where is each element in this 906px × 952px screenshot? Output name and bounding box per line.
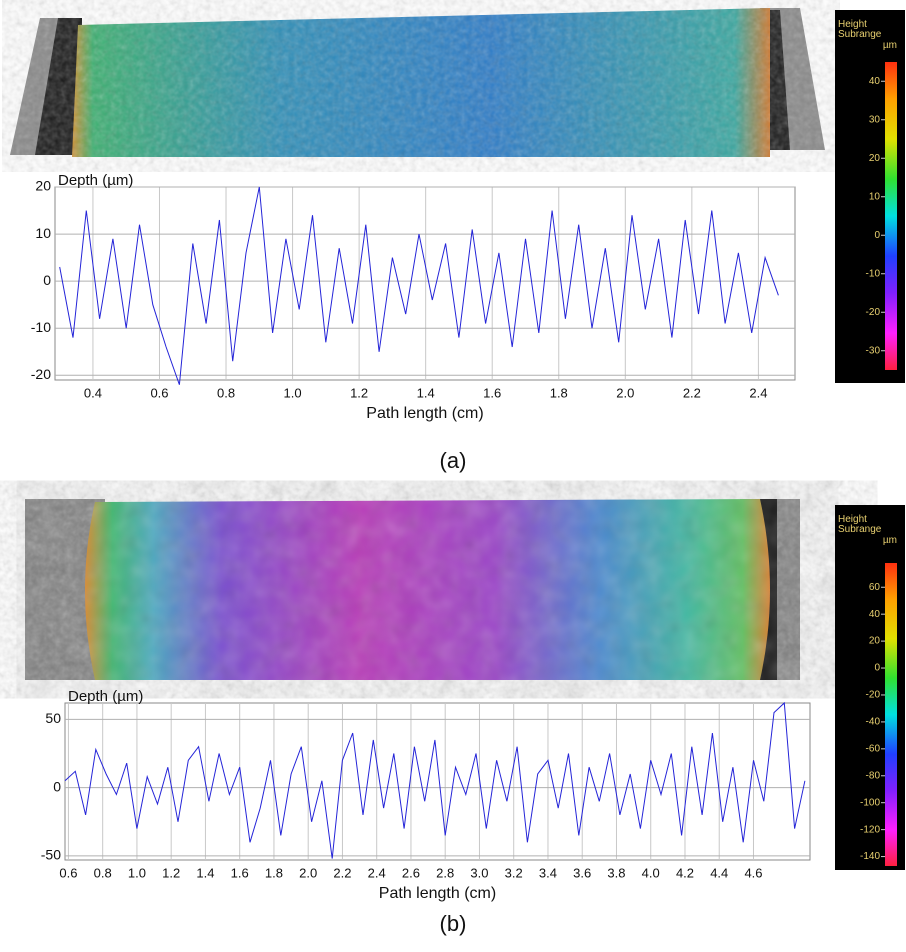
y-tick-label: -10 xyxy=(31,319,51,335)
colorbar-tick-label: 40 xyxy=(869,609,881,620)
colorbar-tick-label: 10 xyxy=(869,191,881,202)
x-tick-label: 2.0 xyxy=(299,865,317,880)
x-tick-label: 3.4 xyxy=(539,865,557,880)
x-tick-label: 4.2 xyxy=(676,865,694,880)
colorbar-tick-label: -40 xyxy=(866,717,881,728)
y-tick-label: 10 xyxy=(35,225,51,241)
x-tick-label: 0.8 xyxy=(94,865,112,880)
x-tick-label: 2.6 xyxy=(402,865,420,880)
colorbar-tick-label: 60 xyxy=(869,582,881,593)
colorbar-tick-label: 30 xyxy=(869,114,881,125)
colorbar-tick-label: -20 xyxy=(866,690,881,701)
colorbar-tick-label: 20 xyxy=(869,153,881,164)
x-tick-label: 0.6 xyxy=(150,385,168,400)
x-tick-label: 2.4 xyxy=(749,385,767,400)
colorbar-title: Height Subrange xyxy=(838,19,882,40)
colorbar-tick-label: 0 xyxy=(874,663,880,674)
x-tick-label: 1.6 xyxy=(483,385,501,400)
colorbar-tick-label: -80 xyxy=(866,770,881,781)
x-tick-label: 0.6 xyxy=(59,865,77,880)
x-tick-label: 2.8 xyxy=(436,865,454,880)
colorbar-tick-label: 20 xyxy=(869,636,881,647)
x-axis-label: Path length (cm) xyxy=(366,405,483,422)
x-tick-label: 4.0 xyxy=(642,865,660,880)
x-tick-label: 1.0 xyxy=(284,385,302,400)
profile-line xyxy=(64,701,806,859)
x-tick-label: 1.4 xyxy=(196,865,214,880)
x-tick-label: 3.2 xyxy=(505,865,523,880)
y-tick-label: 20 xyxy=(35,178,51,194)
colorbar-title: Height Subrange xyxy=(838,514,882,535)
profile-line xyxy=(59,186,779,385)
x-tick-label: 1.2 xyxy=(162,865,180,880)
x-tick-label: 1.8 xyxy=(265,865,283,880)
colorbar-tick-label: 0 xyxy=(874,230,880,241)
colorbar-unit: µm xyxy=(882,535,897,546)
x-tick-label: 3.6 xyxy=(573,865,591,880)
y-axis-label: Depth (µm) xyxy=(58,172,133,189)
colorbar-tick-label: -100 xyxy=(860,797,880,808)
x-tick-label: 4.4 xyxy=(710,865,728,880)
x-tick-label: 2.4 xyxy=(368,865,386,880)
colorbar-tick-label: -60 xyxy=(866,743,881,754)
x-tick-label: 0.4 xyxy=(84,385,102,400)
panel-label: (b) xyxy=(440,911,467,936)
y-tick-label: 0 xyxy=(43,272,51,288)
colorbar-unit: µm xyxy=(882,40,897,51)
plot-area xyxy=(64,702,811,861)
x-tick-label: 0.8 xyxy=(217,385,235,400)
colorbar-tick-label: -20 xyxy=(866,307,881,318)
panel-label: (a) xyxy=(440,448,467,473)
surface-map xyxy=(10,8,825,157)
colorbar-tick-label: 40 xyxy=(869,76,881,87)
colorbar-tick-label: -120 xyxy=(860,824,880,835)
y-axis-label: Depth (µm) xyxy=(68,688,143,705)
x-tick-label: 1.0 xyxy=(128,865,146,880)
x-tick-label: 1.8 xyxy=(550,385,568,400)
plot-area xyxy=(54,186,796,381)
x-tick-label: 2.0 xyxy=(616,385,634,400)
x-tick-label: 3.8 xyxy=(607,865,625,880)
colorbar-tick-label: -30 xyxy=(866,345,881,356)
colorbar xyxy=(885,563,897,866)
colorbar xyxy=(885,62,897,370)
colorbar-tick-label: -140 xyxy=(860,851,880,862)
x-tick-label: 1.2 xyxy=(350,385,368,400)
x-tick-label: 3.0 xyxy=(470,865,488,880)
y-tick-label: -50 xyxy=(41,847,61,863)
surface-map xyxy=(25,499,800,680)
x-axis-label: Path length (cm) xyxy=(379,885,496,902)
y-tick-label: -20 xyxy=(31,366,51,382)
x-tick-label: 2.2 xyxy=(333,865,351,880)
y-tick-label: 0 xyxy=(53,778,61,794)
colorbar-tick-label: -10 xyxy=(866,268,881,279)
x-tick-label: 4.6 xyxy=(744,865,762,880)
x-tick-label: 2.2 xyxy=(683,385,701,400)
y-tick-label: 50 xyxy=(45,710,61,726)
x-tick-label: 1.4 xyxy=(417,385,435,400)
x-tick-label: 1.6 xyxy=(231,865,249,880)
